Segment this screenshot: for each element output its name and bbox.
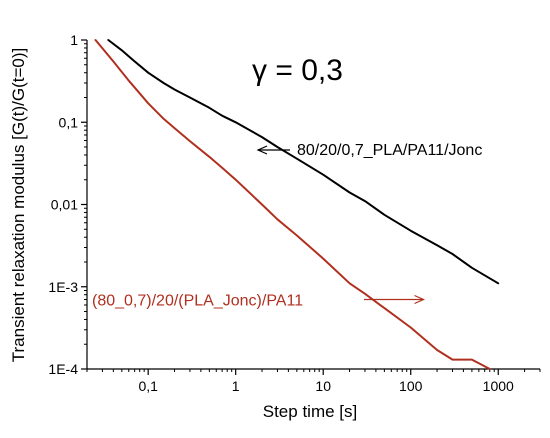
x-axis-title: Step time [s] [263,402,357,421]
label-arrowhead-1 [256,145,268,155]
x-tick-label: 1 [232,378,240,394]
y-tick-label: 1E-3 [48,279,78,295]
label-arrowhead-2 [414,294,425,305]
x-tick-label: 100 [399,378,423,394]
x-tick-label: 0,1 [138,378,158,394]
series-line-1 [107,39,500,285]
y-axis-title: Transient relaxation modulus [G(t)/G(t=0… [9,48,28,362]
series-label-1: 80/20/0,7_PLA/PA11/Jonc [297,142,482,159]
y-tick-label: 1 [70,32,78,48]
x-tick-label: 10 [315,378,331,394]
y-tick-label: 1E-4 [48,361,78,377]
series-line-2 [94,39,491,370]
series-label-2: (80_0,7)/20/(PLA_Jonc)/PA11 [92,292,303,309]
y-tick-label: 0,1 [59,114,79,130]
x-tick-label: 1000 [483,378,514,394]
y-tick-label: 0,01 [51,197,78,213]
series-labels: 80/20/0,7_PLA/PA11/Jonc (80_0,7)/20/(PLA_… [92,142,482,310]
ticks: 0,1 1 10 100 1000 1 0,1 0,01 1E-3 1E-4 [48,32,541,394]
axes [86,40,540,370]
gamma-annotation: γ = 0,3 [252,54,343,87]
series-group [94,39,500,370]
